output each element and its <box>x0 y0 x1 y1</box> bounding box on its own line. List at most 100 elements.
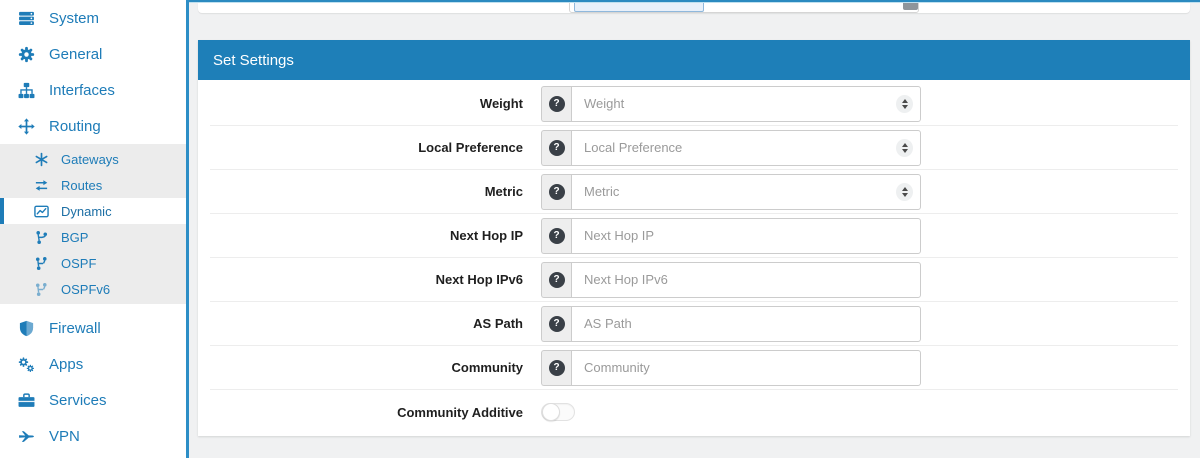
as-path-input[interactable] <box>571 305 921 342</box>
metric-input-group: ? <box>541 173 921 210</box>
sidebar-item-firewall[interactable]: Firewall <box>0 310 186 346</box>
next-hop-ipv6-input-group: ? <box>541 261 921 298</box>
help-icon[interactable]: ? <box>541 85 571 122</box>
sidebar-item-ospf[interactable]: OSPF <box>0 250 186 276</box>
form-row-metric: Metric ? <box>210 170 1178 214</box>
sidebar-item-label: Firewall <box>49 319 101 337</box>
help-icon[interactable]: ? <box>541 349 571 386</box>
metric-label: Metric <box>484 184 523 199</box>
sidebar-item-bgp[interactable]: BGP <box>0 224 186 250</box>
question-mark-glyph: ? <box>548 271 565 288</box>
help-icon[interactable]: ? <box>541 305 571 342</box>
question-mark-glyph: ? <box>548 95 565 112</box>
previous-panel-border <box>189 0 1200 3</box>
exchange-icon <box>34 178 49 193</box>
next-hop-ipv6-input-wrap <box>571 261 921 298</box>
form-row-next-hop-ipv6: Next Hop IPv6 ? <box>210 258 1178 302</box>
sidebar-item-vpn[interactable]: VPN <box>0 418 186 454</box>
community-input[interactable] <box>571 349 921 386</box>
next-hop-ipv6-label: Next Hop IPv6 <box>435 272 523 287</box>
next-hop-ip-input[interactable] <box>571 217 921 254</box>
spinner-down-icon <box>901 104 908 109</box>
spinner-up-icon <box>901 142 908 147</box>
community-input-group: ? <box>541 349 921 386</box>
panel-title: Set Settings <box>213 51 294 69</box>
sidebar-item-label: BGP <box>61 229 89 245</box>
help-icon[interactable]: ? <box>541 129 571 166</box>
community-label: Community <box>451 360 524 375</box>
shield-icon <box>18 320 35 337</box>
sidebar-item-apps[interactable]: Apps <box>0 346 186 382</box>
form-row-next-hop-ip: Next Hop IP ? <box>210 214 1178 258</box>
sidebar-item-services[interactable]: Services <box>0 382 186 418</box>
sidebar-item-dynamic[interactable]: Dynamic <box>0 198 186 224</box>
sidebar-item-interfaces[interactable]: Interfaces <box>0 72 186 108</box>
next-hop-ipv6-input[interactable] <box>571 261 921 298</box>
panel-body: Weight ? <box>198 80 1190 436</box>
number-spinner[interactable] <box>896 94 913 113</box>
local-preference-label: Local Preference <box>418 140 523 155</box>
local-preference-input-group: ? <box>541 129 921 166</box>
local-preference-input-wrap <box>571 129 921 166</box>
next-hop-ip-input-wrap <box>571 217 921 254</box>
next-hop-ip-input-group: ? <box>541 217 921 254</box>
line-chart-icon <box>34 204 49 219</box>
sidebar-item-label: Dynamic <box>61 203 112 219</box>
briefcase-icon <box>18 392 35 409</box>
community-input-wrap <box>571 349 921 386</box>
help-icon[interactable]: ? <box>541 173 571 210</box>
sidebar-item-routing[interactable]: Routing <box>0 108 186 144</box>
community-additive-label: Community Additive <box>397 404 523 420</box>
spinner-down-icon <box>901 148 908 153</box>
form-row-as-path: AS Path ? <box>210 302 1178 346</box>
sidebar-item-label: Interfaces <box>49 81 115 99</box>
help-icon[interactable]: ? <box>541 261 571 298</box>
set-settings-panel: Set Settings Weight ? <box>198 40 1190 436</box>
spinner-down-icon <box>901 192 908 197</box>
network-nodes-icon <box>34 282 49 297</box>
form-row-weight: Weight ? <box>210 82 1178 126</box>
form-row-community: Community ? <box>210 346 1178 390</box>
gear-icon <box>18 46 35 63</box>
spinner-up-icon <box>901 98 908 103</box>
sidebar: System General <box>0 0 189 458</box>
move-arrows-icon <box>18 117 35 135</box>
sidebar-item-gateways[interactable]: Gateways <box>0 146 186 172</box>
metric-input-wrap <box>571 173 921 210</box>
as-path-input-wrap <box>571 305 921 342</box>
sidebar-item-label: OSPFv6 <box>61 281 111 297</box>
sidebar-item-system[interactable]: System <box>0 0 186 36</box>
cropped-spinner-fragment <box>903 3 918 10</box>
number-spinner[interactable] <box>896 182 913 201</box>
sidebar-item-label: Routes <box>61 177 103 193</box>
sidebar-item-routes[interactable]: Routes <box>0 172 186 198</box>
cropped-focused-input-fragment <box>574 3 704 12</box>
question-mark-glyph: ? <box>548 315 565 332</box>
sidebar-item-label: OSPF <box>61 255 97 271</box>
form-row-community-additive: Community Additive <box>210 390 1178 434</box>
main-content: Set Settings Weight ? <box>189 0 1200 458</box>
weight-input[interactable] <box>571 85 921 122</box>
metric-input[interactable] <box>571 173 921 210</box>
cropped-input-fragment <box>569 3 919 13</box>
toggle-knob <box>542 403 560 421</box>
sidebar-item-label: Routing <box>49 117 101 135</box>
sidebar-item-label: Apps <box>49 355 84 373</box>
sidebar-item-label: Services <box>49 391 107 409</box>
as-path-label: AS Path <box>473 316 523 331</box>
number-spinner[interactable] <box>896 138 913 157</box>
sidebar-item-ospfv6[interactable]: OSPFv6 <box>0 276 186 302</box>
sidebar-item-label: Gateways <box>61 151 119 167</box>
jet-icon <box>18 428 35 445</box>
routing-submenu: Gateways Routes Dynami <box>0 144 186 304</box>
sidebar-item-general[interactable]: General <box>0 36 186 72</box>
community-additive-toggle[interactable] <box>541 403 575 421</box>
code-branch-icon <box>34 230 49 245</box>
sitemap-icon <box>18 82 35 99</box>
local-preference-input[interactable] <box>571 129 921 166</box>
spinner-up-icon <box>901 186 908 191</box>
question-mark-glyph: ? <box>548 139 565 156</box>
help-icon[interactable]: ? <box>541 217 571 254</box>
sidebar-item-label: VPN <box>49 427 80 445</box>
